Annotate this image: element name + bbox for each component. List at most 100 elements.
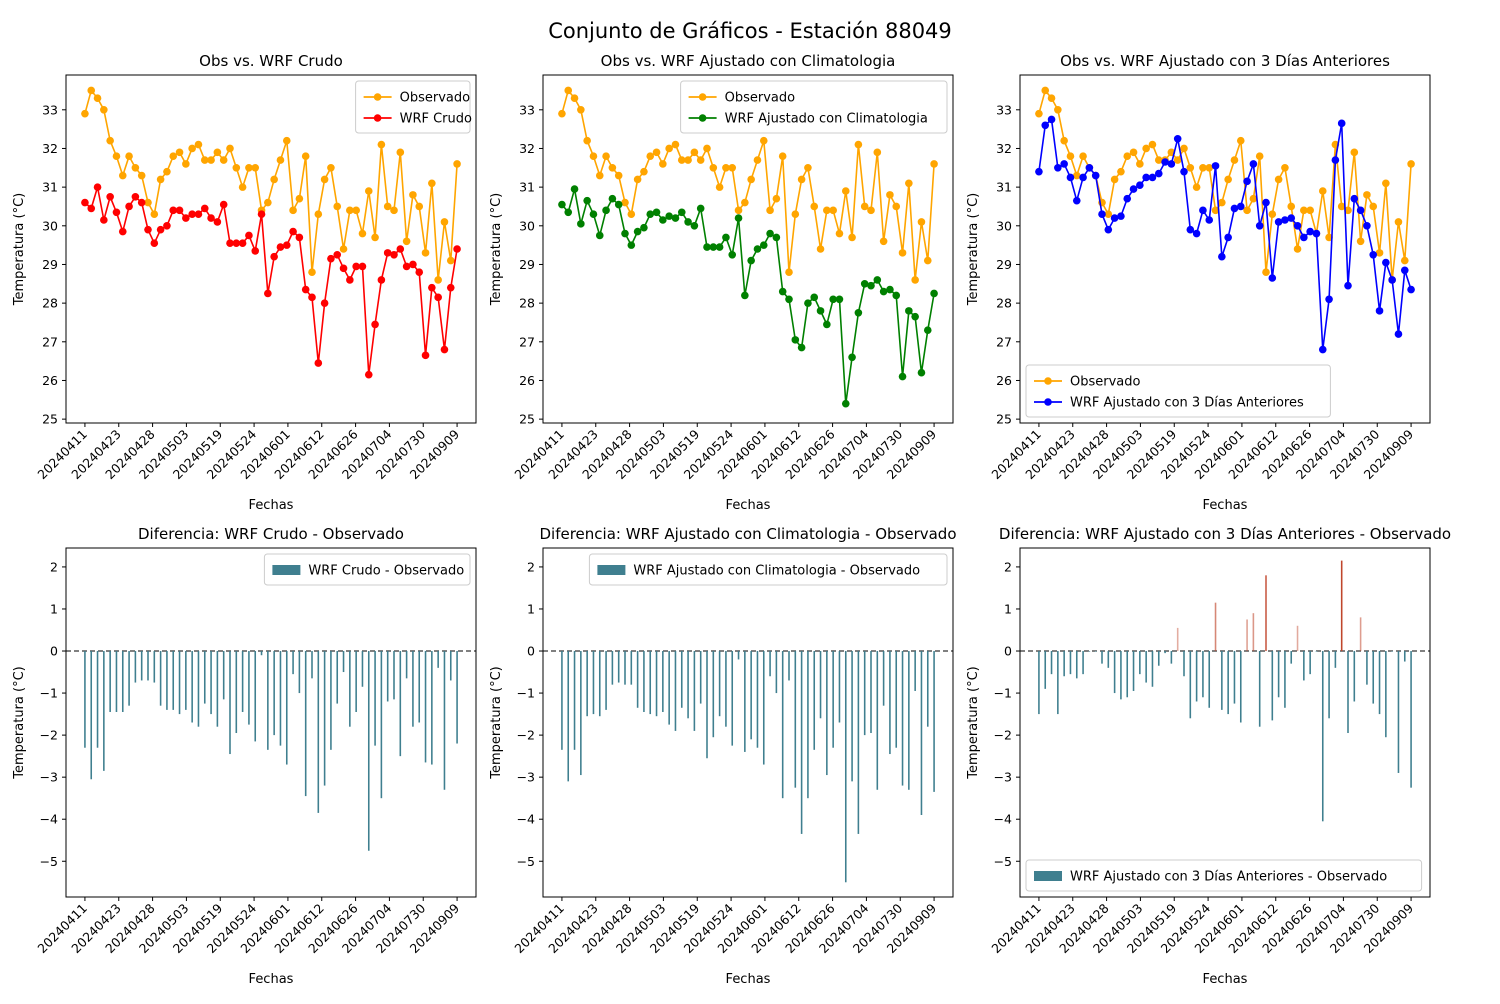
- y-tick-label: 31: [996, 180, 1012, 195]
- bar: [267, 651, 269, 750]
- bar: [229, 651, 231, 755]
- data-point: [1375, 307, 1384, 315]
- data-point: [1199, 164, 1207, 172]
- data-point: [684, 156, 692, 164]
- data-point: [137, 171, 146, 180]
- bar: [826, 651, 828, 776]
- data-point: [289, 206, 297, 215]
- bar: [279, 651, 282, 746]
- bar: [838, 651, 841, 723]
- data-point: [778, 287, 787, 296]
- data-point: [860, 202, 869, 211]
- bar: [1038, 651, 1040, 715]
- data-point: [1318, 187, 1327, 195]
- data-point: [1236, 202, 1245, 211]
- bar: [412, 651, 414, 727]
- data-point: [696, 156, 705, 164]
- subplot-2: Obs vs. WRF Ajustado con Climatologia 25 2…: [489, 52, 954, 513]
- y-tick-label: −2: [517, 728, 535, 743]
- bar: [431, 651, 433, 765]
- legend-bar-swatch: [272, 565, 301, 575]
- data-point: [1091, 171, 1100, 180]
- y-tick-label: 26: [42, 373, 58, 388]
- bar: [456, 651, 458, 744]
- data-point: [608, 164, 617, 172]
- bar: [844, 651, 847, 883]
- y-tick-label: 30: [996, 218, 1012, 233]
- legend-marker-swatch: [698, 114, 707, 122]
- data-point: [797, 343, 806, 352]
- bar: [235, 651, 238, 734]
- data-point: [112, 152, 121, 160]
- data-point: [810, 202, 819, 211]
- data-point: [747, 256, 755, 265]
- y-tick-label: 2: [1004, 559, 1012, 574]
- bar: [317, 651, 320, 813]
- bar: [1069, 651, 1072, 675]
- data-point: [602, 206, 610, 215]
- data-point: [1293, 222, 1302, 230]
- bar: [1290, 651, 1293, 664]
- data-point: [194, 210, 203, 218]
- data-point: [156, 175, 165, 184]
- y-tick-label: −2: [994, 728, 1012, 743]
- data-point: [848, 353, 856, 362]
- data-point: [715, 183, 724, 191]
- bar: [611, 651, 614, 685]
- data-point: [364, 370, 373, 379]
- legend: Observado WRF Crudo: [355, 80, 472, 134]
- data-point: [1400, 256, 1409, 265]
- data-point: [100, 106, 108, 114]
- bar: [870, 651, 872, 734]
- data-point: [245, 231, 253, 240]
- data-point: [1154, 156, 1163, 164]
- data-point: [772, 194, 781, 203]
- data-point: [709, 243, 718, 251]
- bar: [159, 651, 162, 706]
- data-point: [383, 249, 392, 257]
- data-point: [125, 202, 133, 211]
- data-point: [289, 227, 297, 236]
- data-point: [892, 291, 901, 300]
- data-point: [558, 109, 566, 118]
- legend-label: Observado: [400, 91, 471, 106]
- data-point: [734, 214, 743, 222]
- data-point: [772, 233, 781, 242]
- bar: [241, 651, 244, 712]
- data-point: [182, 214, 190, 222]
- y-tick-label: −3: [517, 770, 535, 785]
- bar: [1410, 651, 1412, 788]
- y-tick-label: −1: [994, 686, 1012, 701]
- bar: [285, 651, 288, 765]
- legend-label: WRF Ajustado con 3 Días Anteriores - Obs…: [1070, 870, 1387, 885]
- data-point: [1041, 86, 1050, 95]
- data-point: [169, 206, 178, 215]
- data-point: [753, 245, 762, 253]
- data-point: [759, 241, 768, 249]
- y-tick-label: 31: [42, 180, 58, 195]
- data-point: [602, 152, 610, 160]
- data-point: [118, 171, 127, 180]
- bar: [1221, 651, 1223, 710]
- bar: [756, 651, 759, 748]
- legend-marker-swatch: [698, 93, 707, 101]
- data-point: [1325, 233, 1333, 242]
- data-point: [905, 307, 913, 315]
- bar: [561, 651, 563, 750]
- bar: [1151, 651, 1154, 687]
- bar: [737, 651, 740, 660]
- data-point: [564, 86, 573, 95]
- data-point: [270, 252, 278, 261]
- bar: [699, 651, 702, 704]
- y-tick-label: 2: [527, 559, 535, 574]
- y-tick-label: 28: [42, 296, 58, 311]
- data-point: [333, 251, 342, 259]
- data-point: [112, 208, 121, 217]
- bar: [84, 651, 86, 748]
- data-point: [734, 206, 743, 215]
- data-point: [150, 239, 159, 247]
- data-point: [1312, 229, 1321, 238]
- data-point: [1035, 167, 1043, 176]
- data-point: [1344, 206, 1352, 215]
- x-axis-label: Fechas: [1203, 972, 1248, 987]
